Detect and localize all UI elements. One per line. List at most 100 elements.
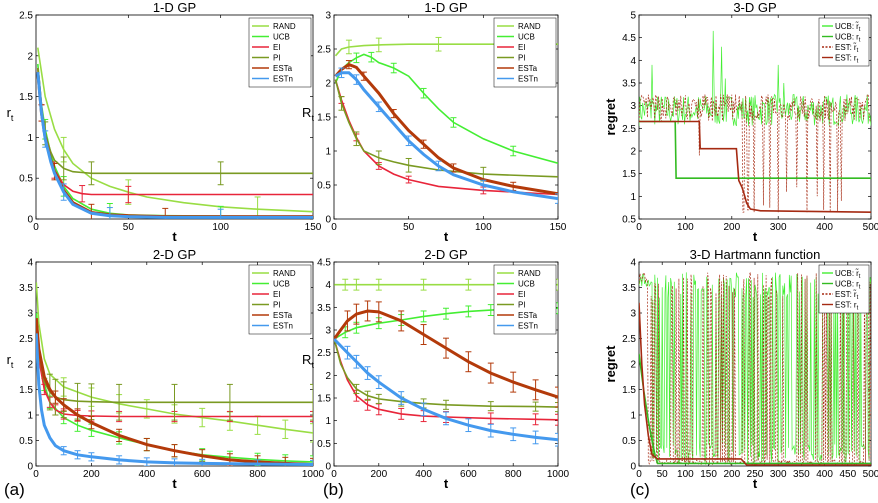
y-tick-label: 3.5 <box>317 303 331 314</box>
y-axis-label: rt <box>7 105 14 123</box>
chart-title: 1-D GP <box>424 0 467 15</box>
y-tick-label: 2 <box>27 51 33 62</box>
plot-area <box>36 47 313 219</box>
chart-title: 3-D GP <box>733 0 776 15</box>
y-tick-label: 0.5 <box>317 181 331 192</box>
chart-c2: 3-D Hartmann function 0 50 100 150 200 250 300 3… <box>603 247 878 491</box>
legend-method: UCB: <box>835 280 854 289</box>
x-tick-label: 150 <box>305 222 322 233</box>
y-tick-label: 4 <box>630 56 636 67</box>
y-axis-label: regret <box>603 98 618 136</box>
y-tick-label: 4 <box>630 258 636 269</box>
legend-label-RAND: RAND <box>518 22 541 31</box>
y-tick-label: 4 <box>27 258 33 269</box>
legend-method: EST: <box>835 301 852 310</box>
x-axis-label: t <box>753 476 758 491</box>
legend-label: EST: r̃t <box>835 43 859 54</box>
y-tick-label: 3 <box>325 11 331 22</box>
legend-metric: r <box>856 280 859 289</box>
y-axis-label-sub: t <box>11 360 14 370</box>
y-tick-label: 2.5 <box>317 45 331 56</box>
legend-metric: r̃ <box>855 22 859 31</box>
legend-label-PI: PI <box>518 301 526 310</box>
legend-sub: t <box>857 295 859 301</box>
chart-title: 1-D GP <box>153 0 196 15</box>
x-tick-label: 400 <box>415 469 432 480</box>
noisy-trace-ucb <box>639 30 871 127</box>
legend-metric: r <box>854 301 857 310</box>
legend-sub: t <box>859 274 861 280</box>
legend-label-ESTn: ESTn <box>273 322 293 331</box>
x-tick-label: 0 <box>636 222 642 233</box>
chart-b1: 1-D GP0 50 100 15000.511.522.53tRtRANDUCBEI… <box>302 0 567 244</box>
y-tick-label: 1 <box>325 147 331 158</box>
x-axis-label: t <box>444 476 449 491</box>
legend-label: UCB: rt <box>835 33 861 44</box>
y-tick-label: 0.5 <box>317 439 331 450</box>
y-tick-label: 4.5 <box>317 258 331 269</box>
legend-label: UCB: r̃t <box>835 22 861 33</box>
y-tick-label: 0.5 <box>622 436 636 447</box>
y-tick-label: 0.5 <box>19 436 33 447</box>
x-tick-label: 200 <box>83 469 100 480</box>
legend-label-PI: PI <box>273 54 281 63</box>
legend-metric: r̃ <box>853 290 857 299</box>
x-tick-label: 450 <box>839 469 856 480</box>
x-axis-label: t <box>444 229 449 244</box>
y-tick-label: 3 <box>27 309 33 320</box>
y-axis-label-sub: t <box>311 360 314 370</box>
y-tick-label: 1 <box>630 411 636 422</box>
legend-sub: t <box>859 38 861 44</box>
y-axis-label-main: r <box>7 352 12 367</box>
legend-method: UCB: <box>835 33 854 42</box>
x-tick-label: 300 <box>770 222 787 233</box>
x-tick-label: 1000 <box>302 469 325 480</box>
chart-c1: 3-D GP 0 100 200 300 400 500 0.5 1 1.5 2 2.5 3 3.5 4 4.… <box>603 0 878 244</box>
y-tick-label: 0.5 <box>622 215 636 226</box>
y-tick-label: 1.5 <box>317 113 331 124</box>
legend-sub: t <box>857 59 859 65</box>
x-axis-label: t <box>172 476 177 491</box>
legend-box <box>248 17 312 88</box>
legend-label: UCB: r̃t <box>835 269 861 280</box>
series-line-PI <box>334 338 558 408</box>
legend-sub: t <box>857 306 859 312</box>
y-tick-label: 2 <box>630 147 636 158</box>
legend-box <box>493 17 557 88</box>
x-tick-label: 400 <box>816 469 833 480</box>
legend-label-EI: EI <box>518 290 526 299</box>
x-axis-label: t <box>753 229 758 244</box>
legend-label-ESTa: ESTa <box>273 311 293 320</box>
x-tick-label: 500 <box>863 222 878 233</box>
panel-label-c: (c) <box>630 480 650 499</box>
panel-label-a: (a) <box>4 480 25 499</box>
legend-label: EST: rt <box>835 301 859 312</box>
legend-label-PI: PI <box>273 301 281 310</box>
y-axis-label: Rt <box>302 105 314 123</box>
y-axis-label-main: r <box>7 105 12 120</box>
legend-method: EST: <box>835 43 852 52</box>
y-tick-label: 1.5 <box>317 394 331 405</box>
noisy-trace-est <box>639 93 871 213</box>
y-axis-label: regret <box>603 345 618 383</box>
y-tick-label: 4.5 <box>622 33 636 44</box>
x-tick-label: 200 <box>723 469 740 480</box>
y-tick-label: 1.5 <box>19 385 33 396</box>
x-tick-label: 600 <box>460 469 477 480</box>
x-tick-label: 100 <box>212 222 229 233</box>
legend-label-ESTa: ESTa <box>518 64 538 73</box>
chart-title: 3-D Hartmann function <box>690 247 821 262</box>
x-tick-label: 100 <box>677 222 694 233</box>
x-tick-label: 600 <box>194 469 211 480</box>
x-axis-label: t <box>172 229 177 244</box>
legend-label-EI: EI <box>273 43 281 52</box>
x-tick-label: 200 <box>723 222 740 233</box>
legend-box <box>493 264 557 335</box>
y-tick-label: 3.5 <box>622 79 636 90</box>
x-tick-label: 50 <box>123 222 135 233</box>
legend-label-ESTa: ESTa <box>273 64 293 73</box>
legend-method: UCB: <box>835 269 854 278</box>
